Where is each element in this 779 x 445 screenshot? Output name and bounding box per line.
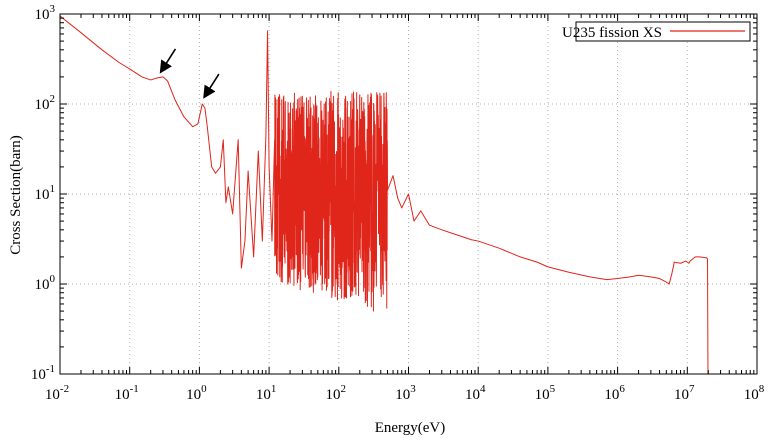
annotation-arrow-1 <box>159 48 177 74</box>
series-line-u235-fission <box>59 15 709 375</box>
x-tick-label: 103 <box>395 383 416 403</box>
x-tick-label: 107 <box>674 383 695 403</box>
x-tick-label: 104 <box>465 383 486 403</box>
legend-box <box>575 21 751 42</box>
y-tick-label: 101 <box>35 183 56 203</box>
series-layer <box>59 15 709 375</box>
legend: U235 fission XS <box>562 21 751 42</box>
x-axis-label: Energy(eV) <box>375 420 446 436</box>
x-tick-label: 101 <box>256 383 277 403</box>
y-tick-label: 103 <box>35 3 56 23</box>
x-tick-label: 100 <box>186 383 207 403</box>
x-axis-ticks: 10-2 10-1 100 101 102 103 104 105 106 107 108 <box>45 14 765 403</box>
y-axis-ticks: 10-1 100 101 102 103 <box>31 3 757 383</box>
x-tick-label: 108 <box>744 383 765 403</box>
x-tick-label: 105 <box>535 383 556 403</box>
annotations <box>159 48 220 99</box>
x-tick-label: 102 <box>326 383 347 403</box>
y-tick-label: 102 <box>35 93 56 113</box>
y-tick-label: 100 <box>35 273 56 293</box>
legend-label: U235 fission XS <box>562 25 662 41</box>
y-axis-label: Cross Section(barn) <box>8 135 24 255</box>
x-tick-label: 10-2 <box>45 383 69 403</box>
y-tick-label: 10-1 <box>31 363 55 383</box>
x-tick-label: 10-1 <box>115 383 139 403</box>
annotation-arrow-2 <box>203 73 220 99</box>
x-tick-label: 106 <box>604 383 625 403</box>
